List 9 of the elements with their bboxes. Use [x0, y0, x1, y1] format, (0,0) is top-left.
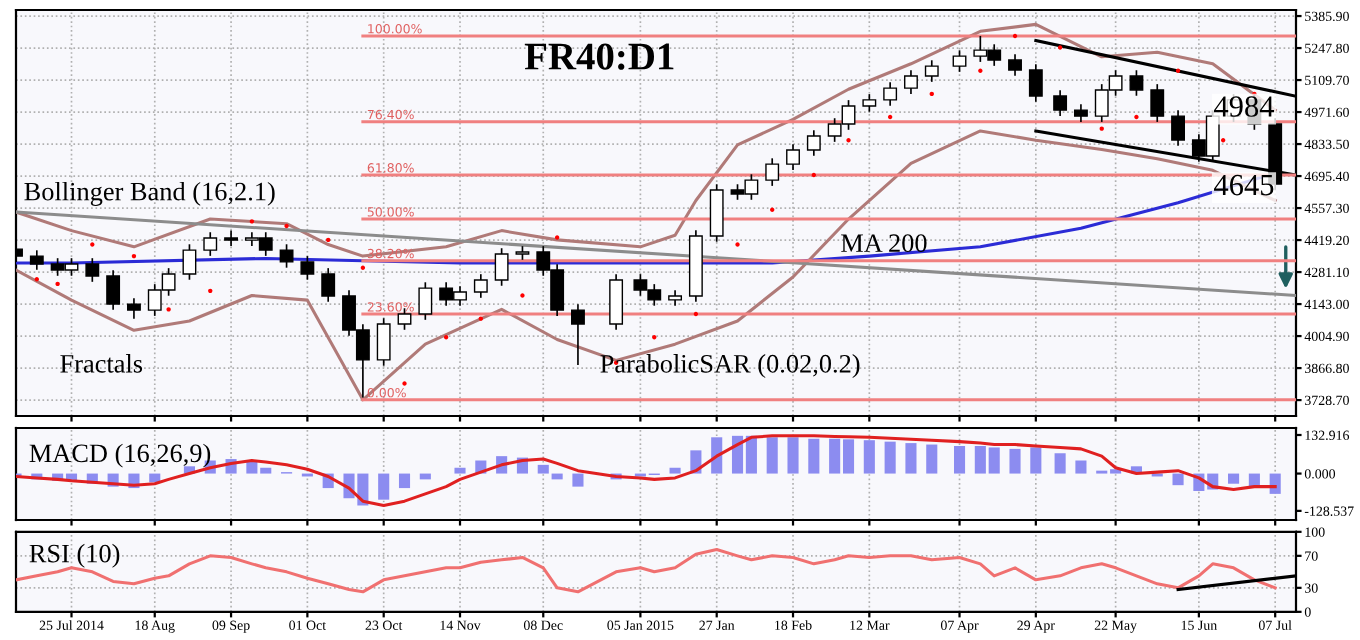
annotation: ParabolicSAR (0.02,0.2) — [600, 354, 860, 379]
annotation: 4984 — [1214, 96, 1275, 117]
annotation: MA 200 — [841, 234, 927, 253]
chart-title: RSI (10) — [29, 543, 120, 568]
annotation: Bollinger Band (16,2.1) — [24, 181, 275, 206]
annotation: 4645 — [1214, 174, 1274, 196]
text: FR40:D1 — [524, 43, 674, 70]
text: MACD (16,26,9) — [29, 443, 211, 468]
annotation: Fractals — [60, 354, 143, 373]
